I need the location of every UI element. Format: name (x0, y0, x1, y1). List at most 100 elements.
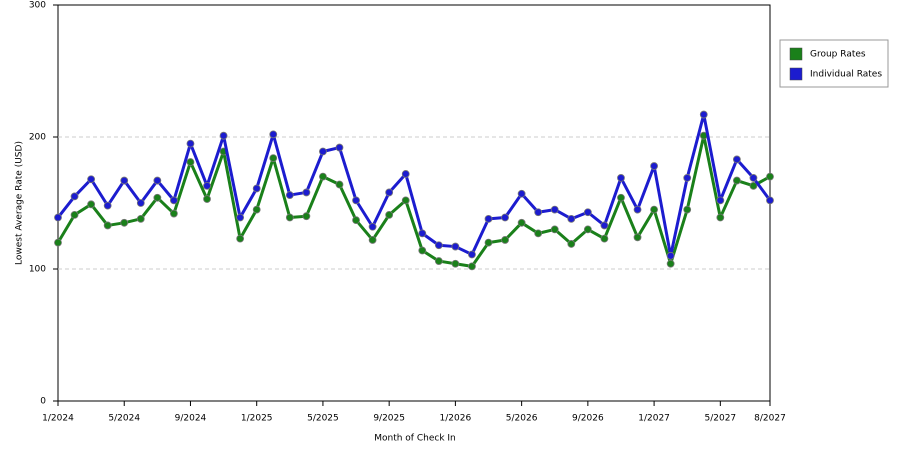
data-point (517, 218, 526, 227)
x-tick-label: 1/2024 (42, 414, 74, 424)
data-point (368, 222, 377, 231)
data-point (302, 188, 311, 197)
data-point (683, 174, 692, 182)
y-tick-label: 0 (40, 397, 46, 407)
data-point (335, 180, 344, 189)
data-point (451, 259, 460, 268)
data-point (650, 162, 658, 170)
data-point (285, 191, 294, 199)
legend-swatch (789, 67, 803, 81)
data-point (203, 195, 211, 203)
data-point (550, 225, 559, 234)
data-point (749, 181, 758, 190)
legend-label: Group Rates (810, 50, 866, 60)
data-point (401, 170, 410, 178)
data-point (103, 221, 112, 230)
series-line (56, 113, 772, 258)
data-point (567, 240, 576, 248)
data-point (583, 208, 592, 217)
data-point (153, 176, 162, 185)
data-point (468, 250, 476, 259)
data-point (136, 214, 145, 223)
data-point (70, 210, 79, 219)
data-point (54, 238, 62, 247)
data-point (732, 155, 741, 164)
data-point (319, 147, 327, 156)
data-point (434, 257, 443, 265)
data-point (468, 262, 476, 271)
data-point (335, 143, 344, 152)
legend-label: Individual Rates (810, 70, 882, 80)
x-tick-label: 9/2026 (572, 414, 604, 424)
data-point (617, 193, 625, 202)
data-point (70, 192, 79, 201)
data-point (87, 200, 96, 209)
data-point (319, 172, 327, 181)
data-point (633, 233, 642, 242)
data-point (120, 176, 129, 185)
data-point (385, 210, 394, 219)
data-point (236, 213, 245, 222)
x-tick-label: 5/2026 (506, 414, 538, 424)
data-point (219, 131, 228, 140)
data-point (170, 196, 178, 205)
data-point (285, 213, 294, 222)
data-point (699, 110, 708, 119)
data-point (170, 209, 178, 218)
data-point (534, 229, 543, 238)
data-point (385, 188, 394, 197)
x-tick-label: 9/2024 (175, 414, 207, 424)
data-point (583, 225, 592, 234)
data-point (484, 214, 493, 223)
data-point (269, 130, 278, 139)
data-point (103, 201, 112, 210)
x-tick-label: 1/2026 (440, 414, 472, 424)
x-tick-label: 1/2025 (241, 414, 273, 424)
data-point (567, 214, 576, 223)
data-point (650, 205, 658, 214)
data-point (534, 208, 543, 217)
data-point (252, 205, 261, 214)
data-point (666, 251, 675, 260)
data-point (54, 213, 62, 222)
data-point (120, 218, 129, 227)
series-line (56, 134, 771, 268)
data-point (517, 189, 526, 198)
data-point (766, 196, 774, 205)
data-point (136, 199, 145, 207)
y-tick-label: 200 (29, 133, 46, 143)
data-point (153, 193, 162, 202)
y-tick-label: 100 (29, 265, 46, 275)
data-point (302, 212, 311, 221)
data-point (418, 229, 427, 238)
data-point (617, 174, 625, 182)
data-point (434, 241, 443, 250)
x-tick-label: 5/2024 (108, 414, 140, 424)
data-point (749, 174, 758, 182)
x-tick-label: 9/2025 (373, 414, 405, 424)
data-point (236, 234, 245, 243)
data-point (716, 213, 725, 222)
data-point (600, 221, 609, 230)
data-point (683, 205, 692, 214)
legend-swatch (789, 47, 803, 61)
data-point (600, 234, 609, 243)
data-point (633, 205, 642, 214)
data-point (501, 236, 509, 244)
data-point (186, 158, 195, 166)
data-point (451, 242, 460, 251)
x-axis-label: Month of Check In (374, 434, 456, 444)
data-point (269, 154, 278, 163)
data-point (87, 175, 96, 184)
data-point (418, 246, 427, 255)
data-point (484, 238, 493, 247)
data-point (203, 181, 211, 190)
x-tick-label: 1/2027 (638, 414, 670, 424)
data-point (501, 213, 509, 222)
y-axis-label: Lowest Average Rate (USD) (15, 141, 25, 265)
data-point (252, 184, 261, 193)
data-point (352, 216, 360, 225)
x-tick-label: 8/2027 (754, 414, 786, 424)
data-point (401, 196, 410, 205)
